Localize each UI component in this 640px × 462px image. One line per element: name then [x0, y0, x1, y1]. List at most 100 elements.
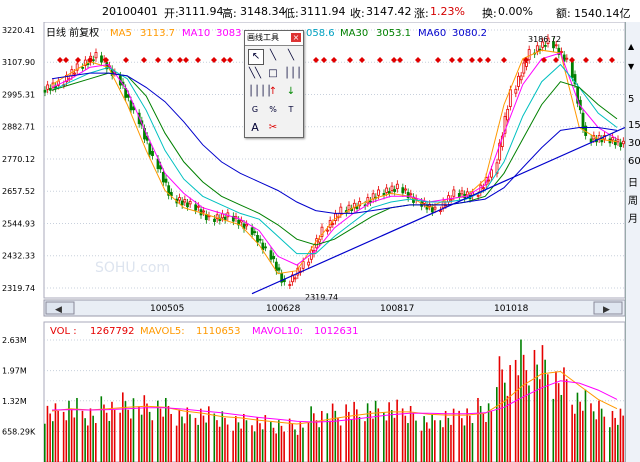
volume-bar — [396, 399, 398, 462]
price-tick-label: 3107.90 — [2, 58, 35, 67]
change-label: 涨: — [414, 7, 429, 20]
toolbox-close-button[interactable]: × — [291, 33, 301, 42]
period-month[interactable]: 月 — [628, 214, 638, 225]
volume-bar — [143, 395, 146, 462]
ma-line-ma5 — [51, 49, 618, 275]
candle-body — [264, 246, 267, 249]
trendline[interactable] — [251, 126, 625, 295]
volume-bar — [278, 420, 280, 462]
drawing-toolbox[interactable]: 画线工具 × ↖ ╲ ╲ ╲╲ □ │││ ││││ ↑ ↓ G % T A ✂ — [244, 30, 304, 138]
volume-bar — [600, 408, 603, 462]
pointer-icon[interactable]: ↖ — [248, 49, 264, 65]
candle-body — [401, 187, 405, 194]
volume-bar — [584, 389, 587, 462]
event-marker — [435, 57, 441, 63]
volume-bar — [315, 420, 318, 462]
candle-body — [231, 215, 235, 222]
candle-body — [293, 277, 297, 280]
vertical-lines-icon[interactable]: │││ — [284, 68, 303, 79]
candle-body — [619, 142, 623, 148]
candle-body — [395, 183, 399, 190]
period-30min[interactable]: 30 — [628, 138, 640, 149]
panel-down-icon[interactable]: ▼ — [628, 62, 635, 71]
candle-body — [560, 51, 563, 53]
period-15min[interactable]: 15 — [628, 120, 640, 131]
period-week[interactable]: 周 — [628, 196, 638, 207]
volume-bar — [479, 405, 482, 462]
volume-bar — [377, 408, 380, 462]
stock-chart[interactable]: 3220.41 3107.90 2995.31 2882.71 2770.12 2657.… — [0, 22, 625, 462]
candle-body — [387, 191, 391, 194]
line-segment-icon[interactable]: ╲ — [269, 50, 277, 61]
amount-label: 额: — [556, 7, 571, 20]
scroll-bar[interactable]: ◀ ▶ — [43, 299, 625, 317]
volume-bar — [560, 394, 563, 462]
candle-body — [358, 201, 362, 207]
volume-bar — [157, 400, 159, 462]
candle-body — [269, 250, 273, 260]
event-marker — [485, 57, 491, 63]
volume-bar — [356, 409, 358, 462]
rectangle-icon[interactable]: □ — [268, 68, 278, 79]
event-marker — [449, 57, 455, 63]
up-arrow-icon[interactable]: ↑ — [268, 86, 278, 97]
volume-bar — [122, 392, 124, 462]
candle-body — [573, 74, 577, 85]
open-value: 3111.94 — [178, 5, 224, 18]
candle-body — [213, 218, 216, 222]
gann-fan-icon[interactable]: G — [251, 105, 259, 114]
ma30-label: MA30 — [340, 28, 368, 39]
gann-grid-icon[interactable]: ││││ — [248, 86, 273, 97]
candle-body — [589, 138, 593, 143]
volume-average-mavol10 — [51, 380, 618, 423]
candles[interactable] — [43, 34, 625, 290]
candle-body — [487, 179, 491, 182]
candle-body — [180, 200, 184, 206]
period-5min[interactable]: 5 — [628, 94, 635, 105]
down-arrow-icon[interactable]: ↓ — [286, 86, 296, 97]
candle-body — [339, 206, 343, 215]
volume-bar — [124, 401, 127, 462]
volume-bar — [291, 424, 294, 462]
event-marker — [397, 57, 403, 63]
ma10-value: 3083 — [216, 28, 241, 39]
candle-body — [239, 220, 243, 223]
scroll-right-button[interactable]: ▶ — [603, 305, 610, 315]
volume-bar — [442, 427, 444, 462]
panel-up-icon[interactable]: ▲ — [628, 42, 635, 51]
candle-body — [129, 100, 133, 111]
volume-bar — [183, 423, 186, 462]
candle-body — [223, 216, 227, 221]
ma20-value: 058.6 — [306, 28, 335, 39]
volume-axis: 2.63M 1.97M 1.32M 658.29K — [2, 336, 36, 436]
event-marker — [583, 57, 589, 63]
candle-body — [457, 192, 461, 198]
peak-annotation: 3186.72 — [528, 35, 561, 44]
mavol10-value: 1012631 — [314, 326, 359, 337]
period-day[interactable]: 日 — [628, 178, 638, 189]
time-zone-icon[interactable]: T — [288, 105, 294, 114]
volume-bar — [617, 424, 619, 462]
candle-body — [517, 75, 520, 87]
text-tool-icon[interactable]: A — [251, 121, 259, 134]
volume-bar — [576, 392, 579, 462]
candle-body — [433, 206, 437, 210]
ray-icon[interactable]: ╲ — [287, 50, 295, 61]
volume-bar — [46, 405, 49, 462]
volume-bar — [404, 415, 407, 462]
high-value: 3148.34 — [240, 5, 286, 18]
parallel-lines-icon[interactable]: ╲╲ — [248, 68, 262, 79]
ma10-label: MA10 — [182, 28, 210, 39]
volume-bar — [590, 403, 592, 462]
delete-drawing-icon[interactable]: ✂ — [268, 122, 278, 133]
scroll-left-button[interactable]: ◀ — [55, 305, 62, 315]
ma-line-ma60 — [51, 72, 618, 214]
period-60min[interactable]: 60 — [628, 156, 640, 167]
percent-line-icon[interactable]: % — [269, 105, 277, 114]
toolbox-titlebar[interactable]: 画线工具 × — [245, 31, 303, 46]
candle-body — [43, 89, 47, 93]
event-marker — [227, 57, 233, 63]
volume-bar — [353, 401, 355, 462]
candle-body — [186, 202, 189, 208]
candle-body — [490, 169, 493, 178]
